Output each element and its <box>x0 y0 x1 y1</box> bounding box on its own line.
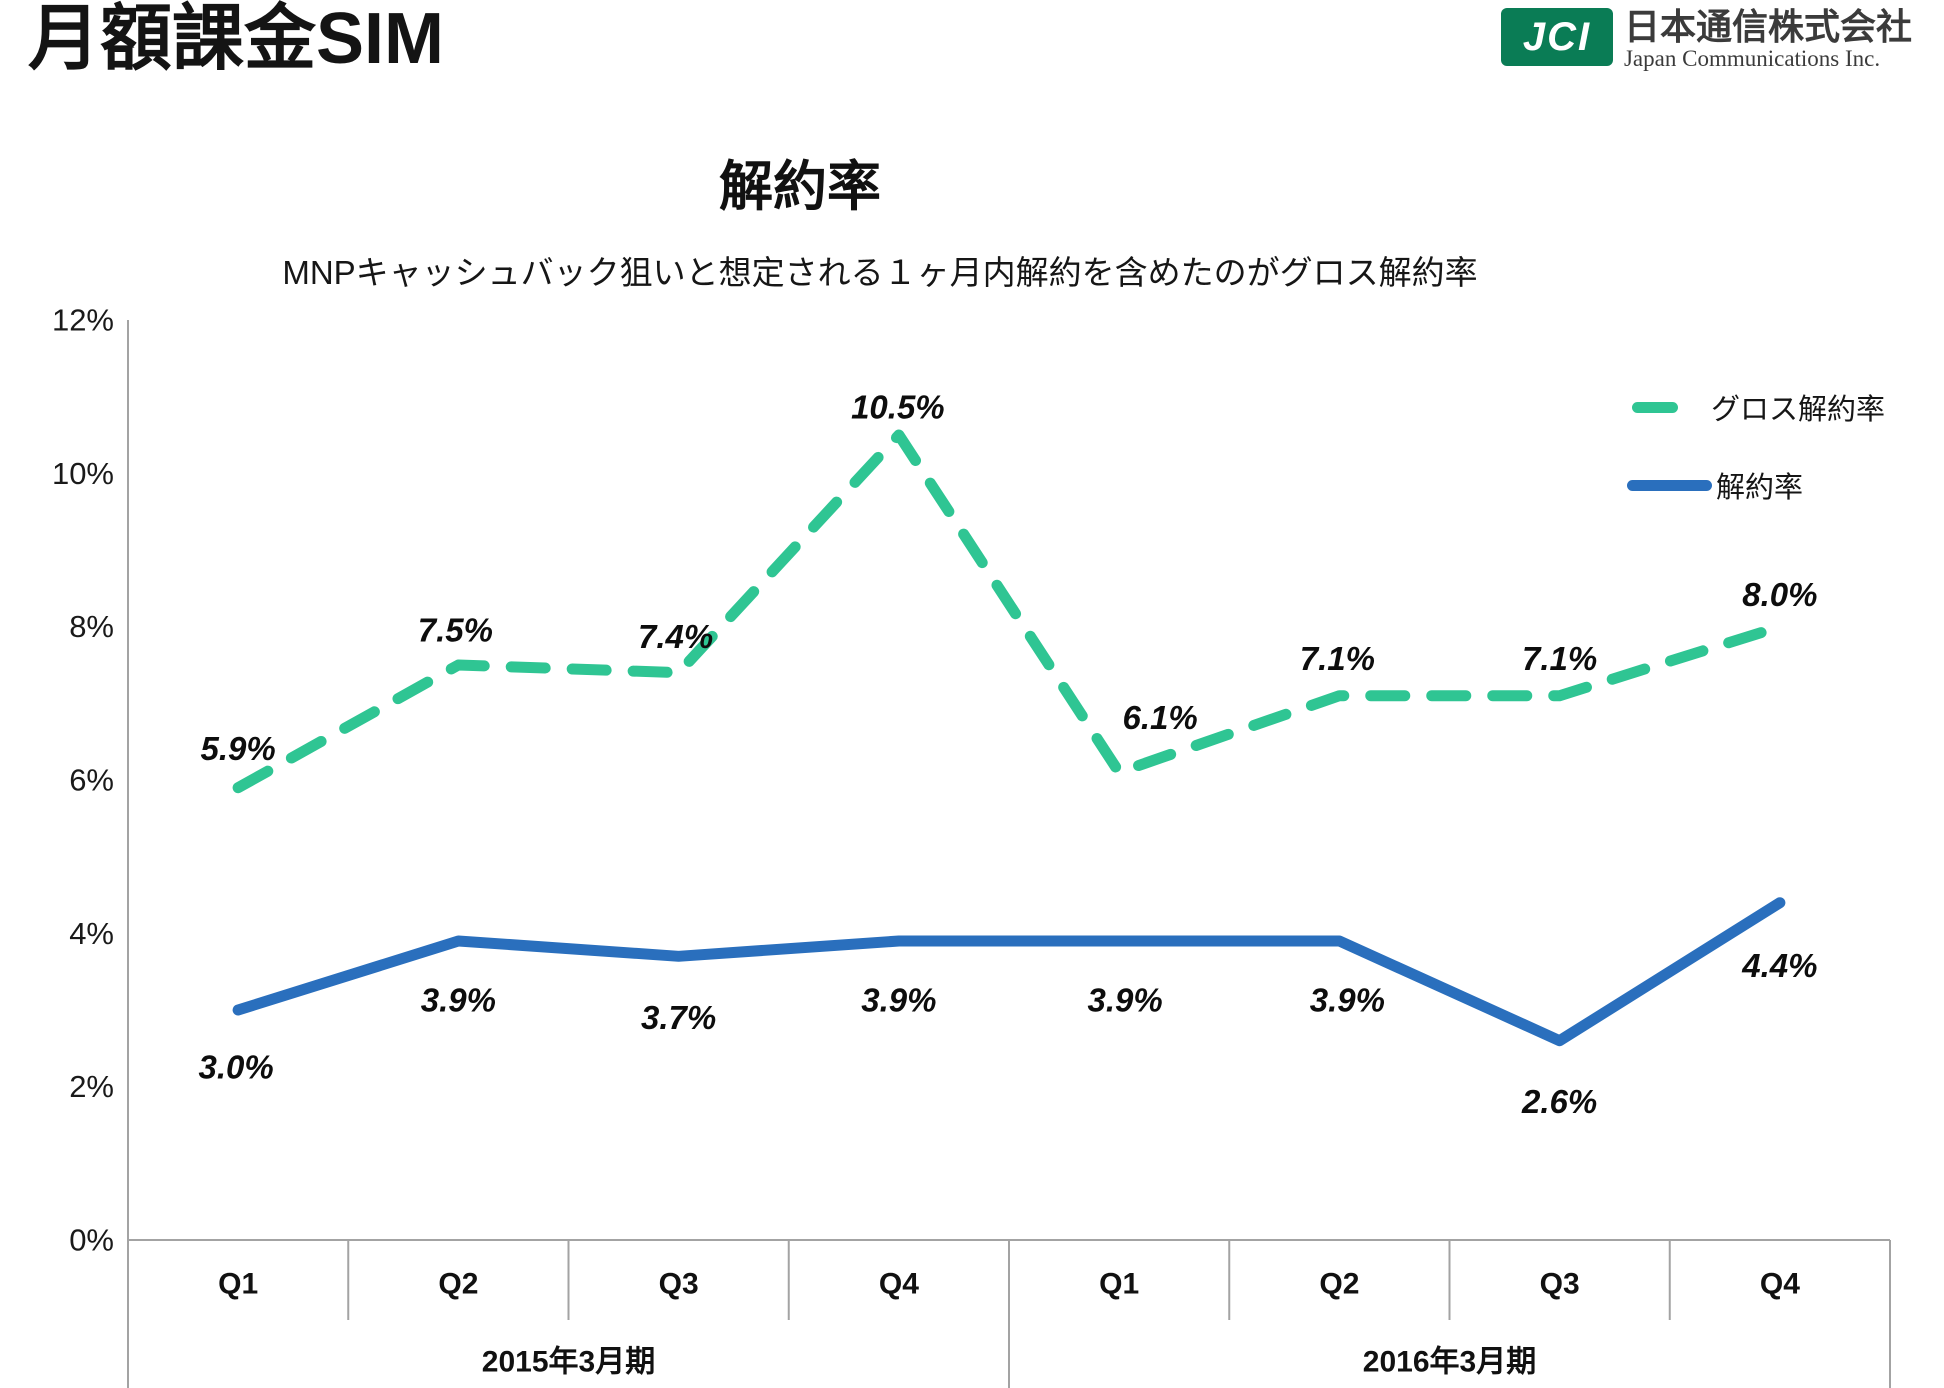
company-name-jp: 日本通信株式会社 <box>1623 6 1912 47</box>
legend-label-gross-churn: グロス解約率 <box>1711 394 1886 426</box>
data-label: 7.1% <box>1300 640 1375 677</box>
data-label: 3.7% <box>641 999 716 1036</box>
company-logo: JCI 日本通信株式会社 Japan Communications Inc. <box>1500 8 1912 71</box>
data-label: 3.9% <box>861 982 936 1019</box>
data-label: 3.9% <box>1310 982 1385 1019</box>
data-label: 7.4% <box>638 618 713 655</box>
company-name-en: Japan Communications Inc. <box>1623 45 1881 71</box>
y-axis-tick-label: 12% <box>52 303 114 338</box>
x-axis-quarter-label: Q4 <box>1760 1268 1800 1301</box>
churn-line-swatch-icon <box>1627 479 1712 491</box>
y-axis-tick-label: 2% <box>69 1069 114 1104</box>
gross-churn-dash-swatch-icon <box>1632 401 1678 413</box>
y-axis-tick-label: 10% <box>52 456 114 491</box>
x-axis-period-label: 2015年3月期 <box>482 1346 655 1379</box>
gross-churn-series-line <box>232 429 1786 794</box>
data-label: 5.9% <box>201 730 276 767</box>
legend-label-churn: 解約率 <box>1716 472 1804 504</box>
x-axis-quarter-label: Q1 <box>218 1268 258 1301</box>
data-label: 6.1% <box>1123 699 1198 736</box>
jci-logo-icon: JCI <box>1500 8 1613 66</box>
data-label: 7.1% <box>1522 640 1597 677</box>
chart-title: 解約率 <box>719 157 881 217</box>
page-title: 月額課金SIM <box>28 0 445 79</box>
x-axis-quarter-label: Q2 <box>1319 1268 1359 1301</box>
x-axis-quarter-label: Q1 <box>1099 1268 1139 1301</box>
logo-text: 日本通信株式会社 Japan Communications Inc. <box>1624 8 1912 71</box>
y-axis-tick-label: 0% <box>69 1223 114 1258</box>
x-axis-quarter-label: Q3 <box>659 1268 699 1301</box>
y-axis-tick-label: 8% <box>69 609 114 644</box>
churn-series-line <box>232 897 1786 1047</box>
x-axis-quarter-label: Q2 <box>438 1268 478 1301</box>
data-label: 3.0% <box>199 1049 274 1086</box>
data-label: 8.0% <box>1742 576 1817 613</box>
legend-item-churn: 解約率 <box>1627 464 1803 506</box>
data-label: 10.5% <box>851 389 945 426</box>
y-axis-tick-label: 6% <box>69 763 114 798</box>
x-axis-period-label: 2016年3月期 <box>1363 1346 1536 1379</box>
data-label: 3.9% <box>1088 982 1163 1019</box>
data-label: 2.6% <box>1521 1083 1597 1120</box>
data-label: 4.4% <box>1741 947 1817 984</box>
chart-subtitle: MNPキャッシュバック狙いと想定される１ヶ月内解約を含めたのがグロス解約率 <box>282 254 1478 291</box>
data-label: 7.5% <box>418 612 493 649</box>
x-axis-quarter-label: Q3 <box>1540 1268 1580 1301</box>
x-axis-quarter-label: Q4 <box>879 1268 919 1301</box>
y-axis-tick-label: 4% <box>69 916 114 951</box>
legend-item-gross-churn: グロス解約率 <box>1632 386 1885 428</box>
data-label: 3.9% <box>421 982 496 1019</box>
